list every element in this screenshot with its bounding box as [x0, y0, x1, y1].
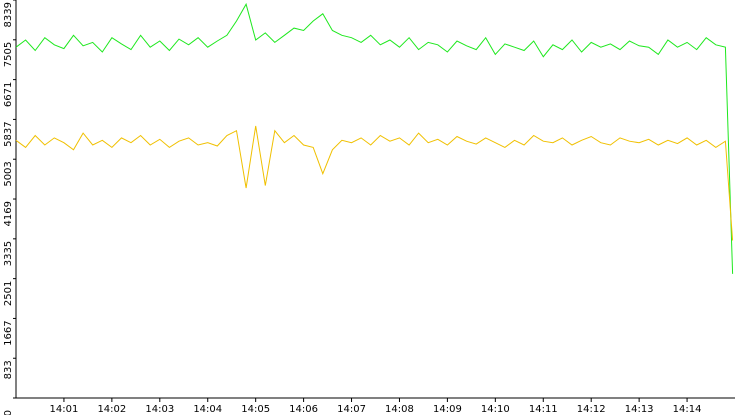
- y-tick-label: 7505: [3, 42, 14, 67]
- x-tick-label: 14:05: [241, 404, 270, 415]
- y-tick-label: 1667: [3, 320, 14, 345]
- x-tick-label: 14:12: [577, 404, 606, 415]
- x-tick-label: 14:02: [97, 404, 126, 415]
- x-tick-label: 14:09: [433, 404, 462, 415]
- x-tick-label: 14:01: [50, 404, 79, 415]
- x-tick-label: 14:07: [337, 404, 366, 415]
- y-tick-label: 3335: [3, 241, 14, 266]
- x-tick-label: 14:11: [529, 404, 558, 415]
- x-tick-label: 14:06: [289, 404, 318, 415]
- x-tick-label: 14:13: [625, 404, 654, 415]
- x-tick-label: 14:10: [481, 404, 510, 415]
- y-tick-label: 0: [3, 410, 14, 415]
- y-tick-label: 6671: [3, 82, 14, 107]
- y-tick-label: 5003: [3, 161, 14, 186]
- series-line: [15, 125, 734, 241]
- y-tick-label: 2501: [3, 281, 14, 306]
- y-tick-label: 4169: [3, 201, 14, 226]
- x-tick-label: 14:14: [673, 404, 702, 415]
- x-tick-label: 14:04: [193, 404, 222, 415]
- y-tick-label: 5837: [3, 121, 14, 146]
- x-tick-label: 14:03: [145, 404, 174, 415]
- y-tick-label: 833: [3, 360, 14, 379]
- x-tick-label: 14:08: [385, 404, 414, 415]
- series-line: [15, 2, 734, 274]
- y-tick-label: 8339: [3, 2, 14, 27]
